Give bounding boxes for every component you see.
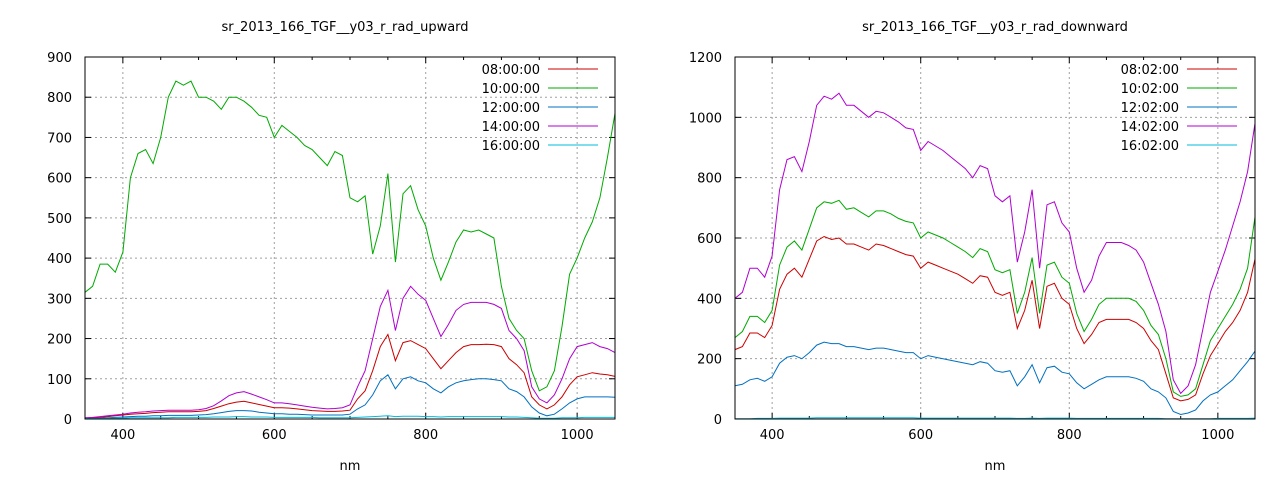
series-line xyxy=(735,235,1255,402)
series-line xyxy=(735,341,1255,416)
x-tick-label: 400 xyxy=(760,428,785,443)
y-tick-label: 1200 xyxy=(689,51,722,66)
legend-label: 10:00:00 xyxy=(482,82,540,97)
x-axis-label: nm xyxy=(985,459,1006,474)
series-line xyxy=(85,285,615,419)
y-tick-label: 0 xyxy=(64,413,72,428)
y-tick-label: 500 xyxy=(47,212,72,227)
series-line xyxy=(735,92,1255,395)
y-tick-label: 100 xyxy=(47,373,72,388)
legend-label: 14:02:00 xyxy=(1121,120,1179,135)
plot-frame xyxy=(734,56,1256,420)
x-axis-label: nm xyxy=(340,459,361,474)
y-tick-label: 300 xyxy=(47,292,72,307)
legend-label: 16:02:00 xyxy=(1121,139,1179,154)
y-tick-label: 600 xyxy=(47,172,72,187)
y-tick-label: 1000 xyxy=(689,111,722,126)
y-tick-label: 600 xyxy=(697,232,722,247)
x-tick-label: 800 xyxy=(413,428,438,443)
y-tick-label: 0 xyxy=(714,413,722,428)
legend-label: 14:00:00 xyxy=(482,120,540,135)
chart-downward: sr_2013_166_TGF__y03_r_rad_downward nm 0… xyxy=(689,20,1256,474)
series-line xyxy=(85,80,615,392)
legend-label: 08:00:00 xyxy=(482,63,540,78)
legend-label: 10:02:00 xyxy=(1121,82,1179,97)
y-tick-label: 200 xyxy=(47,333,72,348)
y-tick-label: 700 xyxy=(47,131,72,146)
y-tick-label: 800 xyxy=(697,172,722,187)
y-tick-label: 400 xyxy=(697,292,722,307)
y-tick-label: 400 xyxy=(47,252,72,267)
chart-upward: sr_2013_166_TGF__y03_r_rad_upward nm 0 10… xyxy=(47,20,616,474)
series-line xyxy=(85,415,615,419)
series-line xyxy=(735,199,1255,397)
series-line xyxy=(85,374,615,419)
x-tick-label: 600 xyxy=(908,428,933,443)
legend-label: 12:02:00 xyxy=(1121,101,1179,116)
x-tick-label: 1000 xyxy=(561,428,594,443)
y-tick-label: 800 xyxy=(47,91,72,106)
plot-frame xyxy=(84,56,616,420)
legend-label: 08:02:00 xyxy=(1121,63,1179,78)
x-tick-label: 400 xyxy=(110,428,135,443)
y-tick-label: 200 xyxy=(697,353,722,368)
legend-label: 12:00:00 xyxy=(482,101,540,116)
x-tick-label: 1000 xyxy=(1201,428,1234,443)
series-line xyxy=(85,333,615,419)
chart-title: sr_2013_166_TGF__y03_r_rad_downward xyxy=(862,20,1128,35)
chart-title: sr_2013_166_TGF__y03_r_rad_upward xyxy=(221,20,468,35)
x-tick-label: 600 xyxy=(262,428,287,443)
y-tick-label: 900 xyxy=(47,51,72,66)
x-tick-label: 800 xyxy=(1057,428,1082,443)
legend-label: 16:00:00 xyxy=(482,139,540,154)
